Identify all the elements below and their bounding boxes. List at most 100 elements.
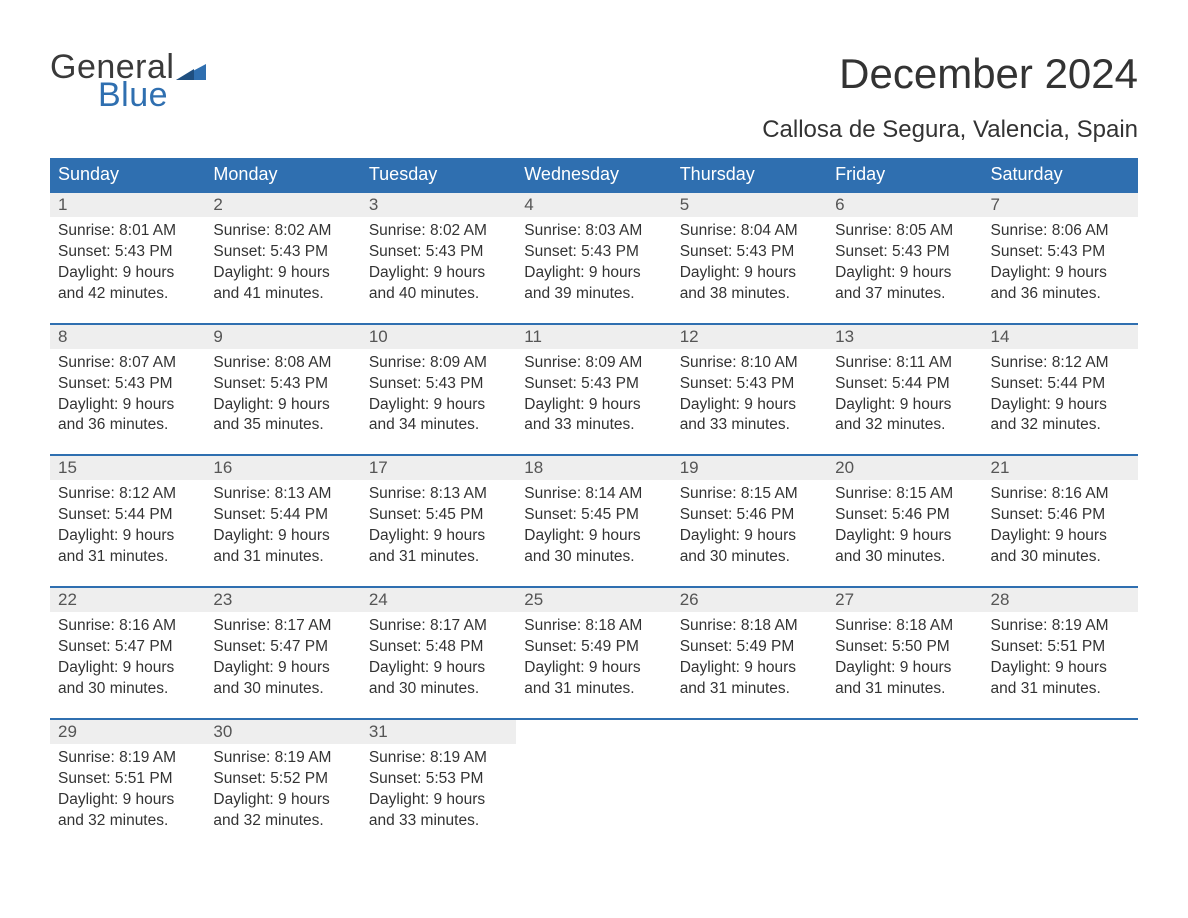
sunrise-text: Sunrise: 8:02 AM [213,221,352,242]
day-number: 14 [983,324,1138,349]
sunset-text: Sunset: 5:43 PM [991,242,1130,263]
sunset-text: Sunset: 5:49 PM [680,637,819,658]
day-number: 20 [827,455,982,480]
daylight2-text: and 31 minutes. [680,679,819,700]
daylight1-text: Daylight: 9 hours [213,790,352,811]
sunrise-text: Sunrise: 8:05 AM [835,221,974,242]
daylight2-text: and 30 minutes. [58,679,197,700]
daylight1-text: Daylight: 9 hours [58,526,197,547]
daylight1-text: Daylight: 9 hours [680,526,819,547]
sunset-text: Sunset: 5:43 PM [213,374,352,395]
sunrise-text: Sunrise: 8:09 AM [524,353,663,374]
day-cell: Sunrise: 8:18 AMSunset: 5:49 PMDaylight:… [672,612,827,719]
day-cell: Sunrise: 8:04 AMSunset: 5:43 PMDaylight:… [672,217,827,324]
empty-day-number [827,719,982,744]
day-cell: Sunrise: 8:05 AMSunset: 5:43 PMDaylight:… [827,217,982,324]
title-block: December 2024 Callosa de Segura, Valenci… [762,50,1138,150]
daylight1-text: Daylight: 9 hours [58,263,197,284]
daylight2-text: and 35 minutes. [213,415,352,436]
day-number-row: 891011121314 [50,324,1138,349]
sunrise-text: Sunrise: 8:18 AM [680,616,819,637]
sunrise-text: Sunrise: 8:19 AM [213,748,352,769]
sunrise-text: Sunrise: 8:19 AM [369,748,508,769]
day-cell: Sunrise: 8:18 AMSunset: 5:50 PMDaylight:… [827,612,982,719]
daylight1-text: Daylight: 9 hours [524,658,663,679]
daylight2-text: and 33 minutes. [369,811,508,832]
sunset-text: Sunset: 5:46 PM [991,505,1130,526]
daylight1-text: Daylight: 9 hours [58,395,197,416]
day-cell: Sunrise: 8:02 AMSunset: 5:43 PMDaylight:… [361,217,516,324]
daylight1-text: Daylight: 9 hours [835,395,974,416]
day-number: 22 [50,587,205,612]
daylight1-text: Daylight: 9 hours [524,395,663,416]
daylight2-text: and 31 minutes. [58,547,197,568]
day-cell: Sunrise: 8:17 AMSunset: 5:47 PMDaylight:… [205,612,360,719]
day-content-row: Sunrise: 8:19 AMSunset: 5:51 PMDaylight:… [50,744,1138,850]
daylight1-text: Daylight: 9 hours [369,526,508,547]
daylight2-text: and 30 minutes. [991,547,1130,568]
daylight1-text: Daylight: 9 hours [213,526,352,547]
day-number: 30 [205,719,360,744]
weekday-header-row: Sunday Monday Tuesday Wednesday Thursday… [50,158,1138,192]
daylight2-text: and 37 minutes. [835,284,974,305]
daylight2-text: and 32 minutes. [58,811,197,832]
day-number: 28 [983,587,1138,612]
day-cell: Sunrise: 8:19 AMSunset: 5:51 PMDaylight:… [50,744,205,850]
daylight2-text: and 42 minutes. [58,284,197,305]
sunset-text: Sunset: 5:47 PM [213,637,352,658]
weekday-header: Friday [827,158,982,192]
daylight2-text: and 38 minutes. [680,284,819,305]
day-cell: Sunrise: 8:19 AMSunset: 5:51 PMDaylight:… [983,612,1138,719]
day-number: 26 [672,587,827,612]
calendar-table: Sunday Monday Tuesday Wednesday Thursday… [50,158,1138,849]
weekday-header: Thursday [672,158,827,192]
daylight1-text: Daylight: 9 hours [835,526,974,547]
day-number: 6 [827,192,982,217]
day-cell: Sunrise: 8:13 AMSunset: 5:45 PMDaylight:… [361,480,516,587]
daylight2-text: and 31 minutes. [213,547,352,568]
sunset-text: Sunset: 5:43 PM [680,374,819,395]
sunset-text: Sunset: 5:43 PM [835,242,974,263]
sunset-text: Sunset: 5:52 PM [213,769,352,790]
daylight2-text: and 34 minutes. [369,415,508,436]
day-number: 9 [205,324,360,349]
flag-icon [176,60,206,80]
day-cell: Sunrise: 8:15 AMSunset: 5:46 PMDaylight:… [672,480,827,587]
daylight1-text: Daylight: 9 hours [680,658,819,679]
daylight2-text: and 31 minutes. [835,679,974,700]
day-content-row: Sunrise: 8:12 AMSunset: 5:44 PMDaylight:… [50,480,1138,587]
daylight1-text: Daylight: 9 hours [991,395,1130,416]
daylight1-text: Daylight: 9 hours [369,790,508,811]
day-cell: Sunrise: 8:12 AMSunset: 5:44 PMDaylight:… [50,480,205,587]
day-number: 5 [672,192,827,217]
sunrise-text: Sunrise: 8:19 AM [58,748,197,769]
day-content-row: Sunrise: 8:07 AMSunset: 5:43 PMDaylight:… [50,349,1138,456]
daylight1-text: Daylight: 9 hours [680,395,819,416]
daylight2-text: and 31 minutes. [369,547,508,568]
day-cell: Sunrise: 8:12 AMSunset: 5:44 PMDaylight:… [983,349,1138,456]
month-title: December 2024 [762,50,1138,98]
sunset-text: Sunset: 5:43 PM [58,374,197,395]
sunrise-text: Sunrise: 8:13 AM [213,484,352,505]
day-cell: Sunrise: 8:17 AMSunset: 5:48 PMDaylight:… [361,612,516,719]
daylight1-text: Daylight: 9 hours [213,395,352,416]
day-number-row: 15161718192021 [50,455,1138,480]
sunset-text: Sunset: 5:43 PM [369,374,508,395]
daylight2-text: and 41 minutes. [213,284,352,305]
sunrise-text: Sunrise: 8:17 AM [369,616,508,637]
empty-day-number [983,719,1138,744]
sunset-text: Sunset: 5:53 PM [369,769,508,790]
day-number: 29 [50,719,205,744]
day-number: 11 [516,324,671,349]
daylight1-text: Daylight: 9 hours [524,526,663,547]
day-number: 7 [983,192,1138,217]
daylight1-text: Daylight: 9 hours [213,263,352,284]
day-number: 18 [516,455,671,480]
day-number: 31 [361,719,516,744]
sunrise-text: Sunrise: 8:01 AM [58,221,197,242]
day-cell: Sunrise: 8:02 AMSunset: 5:43 PMDaylight:… [205,217,360,324]
empty-day-number [516,719,671,744]
weekday-header: Saturday [983,158,1138,192]
sunrise-text: Sunrise: 8:12 AM [991,353,1130,374]
sunset-text: Sunset: 5:51 PM [991,637,1130,658]
